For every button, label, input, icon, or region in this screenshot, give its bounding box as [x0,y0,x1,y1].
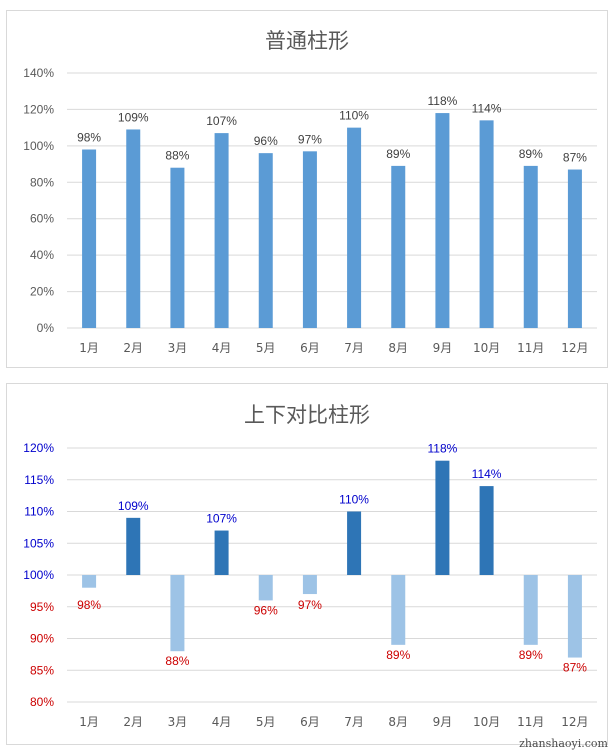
y-tick-label: 85% [30,663,54,677]
data-label: 89% [519,147,543,161]
y-tick-label: 80% [30,695,54,709]
x-tick-label: 6月 [300,715,320,729]
data-label: 89% [386,648,410,662]
chart-title: 普通柱形 [265,29,349,53]
x-tick-label: 8月 [388,715,408,729]
data-label: 114% [472,101,502,115]
bar [302,575,317,595]
bar [479,120,494,328]
data-label: 96% [254,603,278,617]
data-label: 109% [118,499,149,513]
bar [126,129,141,328]
watermark: zhanshaoyi.com [519,737,608,750]
y-tick-label: 0% [37,321,55,335]
bar [567,169,582,328]
chart-canvas-normal: 0% 20% 40% 60% 80% 100% 120% 140% 98% 1月 109% 2月 88%… [23,66,597,355]
bar [523,165,538,328]
bar [391,575,406,645]
data-label: 88% [165,149,189,163]
y-tick-label: 140% [23,66,54,80]
bar [258,575,273,601]
x-tick-label: 11月 [517,341,544,355]
x-tick-label: 10月 [473,715,500,729]
x-tick-label: 5月 [256,715,276,729]
x-tick-label: 7月 [344,341,364,355]
y-tick-label: 95% [30,600,54,614]
x-tick-label: 7月 [344,715,364,729]
y-tick-label: 20% [30,285,54,299]
x-tick-label: 3月 [168,341,188,355]
x-tick-label: 6月 [300,341,320,355]
y-tick-label: 120% [23,441,54,455]
bar [214,530,229,575]
x-tick-label: 9月 [433,341,453,355]
x-tick-label: 4月 [212,341,232,355]
bar [479,486,494,575]
data-label: 89% [386,147,410,161]
y-tick-label: 120% [23,102,54,116]
y-tick-label: 90% [30,632,54,646]
x-tick-label: 10月 [473,341,500,355]
data-label: 109% [118,110,149,124]
bar [170,167,185,328]
bar [126,517,141,575]
bar [435,113,450,328]
bar [82,149,97,328]
data-label: 107% [206,114,237,128]
x-tick-label: 8月 [388,341,408,355]
data-label: 87% [563,151,587,165]
bar [391,165,406,328]
bar [214,133,229,328]
chart-panel-normal: 普通柱形 0% 20% 40% 60% 80% 100% 120% 140% 98% 1月 109%… [6,10,608,368]
data-label: 88% [165,654,189,668]
data-label: 98% [77,131,101,145]
bar [435,460,450,575]
data-label: 107% [206,512,237,526]
data-label: 87% [563,661,587,675]
y-tick-label: 100% [23,139,54,153]
data-label: 114% [472,467,502,481]
x-tick-label: 3月 [168,715,188,729]
bar [82,575,97,588]
y-tick-label: 80% [30,175,54,189]
chart-title: 上下对比柱形 [244,403,370,427]
data-label: 97% [298,132,322,146]
y-tick-label: 110% [24,505,54,519]
x-tick-label: 12月 [561,341,588,355]
x-tick-label: 9月 [433,715,453,729]
y-tick-label: 105% [23,536,54,550]
bar [567,575,582,658]
data-label: 118% [428,94,458,108]
x-tick-label: 11月 [517,715,544,729]
y-tick-label: 40% [30,248,54,262]
y-tick-label: 60% [30,212,54,226]
data-label: 110% [339,493,369,507]
bar [347,127,362,329]
data-label: 97% [298,598,322,612]
x-tick-label: 4月 [212,715,232,729]
bar [523,575,538,645]
data-label: 96% [254,134,278,148]
x-tick-label: 12月 [561,715,588,729]
x-tick-label: 2月 [123,715,143,729]
y-tick-label: 100% [23,568,54,582]
bar [258,153,273,328]
chart-canvas-comparison: 80% 85% 90% 95% 100% 105% 110% 115% 120% 98% 1月 109… [23,441,597,729]
bar [170,575,185,652]
x-tick-label: 2月 [123,341,143,355]
bar [347,511,362,575]
bar [302,151,317,328]
y-tick-label: 115% [24,473,54,487]
data-label: 110% [339,109,369,123]
chart-panel-comparison: 上下对比柱形 80% 85% 90% 95% 100% 105% 110% 115% 120% 9… [6,383,608,745]
data-label: 89% [519,648,543,662]
data-label: 118% [428,442,458,456]
x-tick-label: 1月 [79,715,99,729]
x-tick-label: 1月 [79,341,99,355]
data-label: 98% [77,598,101,612]
x-tick-label: 5月 [256,341,276,355]
